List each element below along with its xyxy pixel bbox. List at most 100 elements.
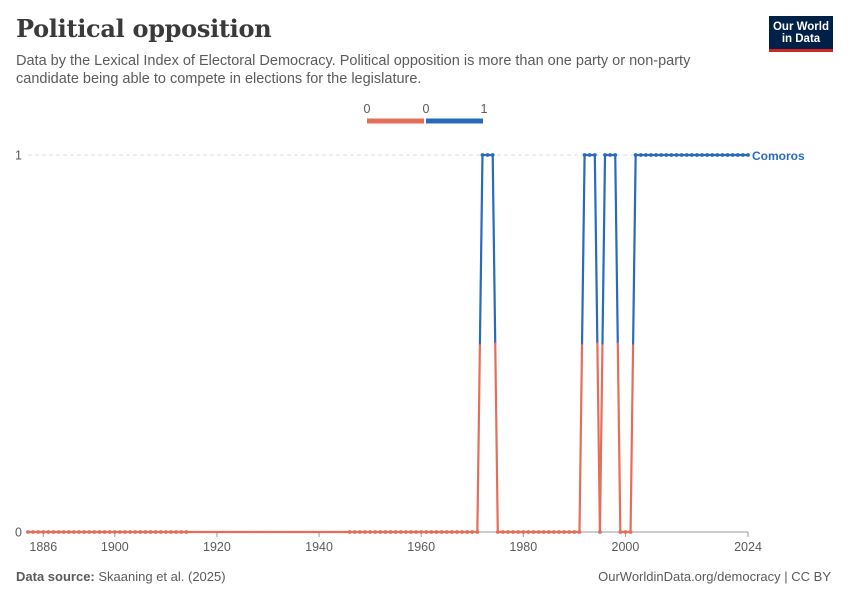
data-point[interactable]: [618, 530, 623, 534]
data-point[interactable]: [628, 530, 633, 534]
data-point[interactable]: [475, 530, 480, 534]
data-point[interactable]: [700, 153, 704, 157]
data-point[interactable]: [623, 530, 628, 534]
data-point[interactable]: [598, 530, 602, 534]
data-point[interactable]: [347, 530, 352, 534]
data-point[interactable]: [102, 530, 107, 534]
data-point[interactable]: [61, 530, 66, 534]
data-point[interactable]: [689, 153, 694, 157]
data-point[interactable]: [746, 153, 750, 157]
data-point[interactable]: [603, 153, 607, 157]
data-point[interactable]: [352, 530, 357, 534]
data-point[interactable]: [36, 530, 41, 534]
data-point[interactable]: [490, 153, 495, 157]
data-point[interactable]: [455, 530, 459, 534]
data-point[interactable]: [87, 530, 92, 534]
data-point[interactable]: [546, 530, 551, 534]
data-point[interactable]: [674, 153, 679, 157]
data-point[interactable]: [654, 153, 658, 157]
data-point[interactable]: [128, 530, 133, 534]
data-point[interactable]: [557, 530, 561, 534]
data-point[interactable]: [495, 530, 500, 534]
data-point[interactable]: [26, 530, 30, 534]
data-point[interactable]: [31, 530, 36, 534]
data-point[interactable]: [536, 530, 541, 534]
data-point[interactable]: [526, 530, 531, 534]
data-point[interactable]: [465, 530, 470, 534]
data-point[interactable]: [552, 530, 556, 534]
data-point[interactable]: [500, 530, 505, 534]
data-point[interactable]: [669, 153, 674, 157]
data-point[interactable]: [649, 153, 653, 157]
data-point[interactable]: [66, 530, 71, 534]
data-point[interactable]: [388, 530, 393, 534]
data-point[interactable]: [715, 153, 720, 157]
data-point[interactable]: [51, 530, 56, 534]
data-point[interactable]: [107, 530, 112, 534]
data-point[interactable]: [444, 530, 449, 534]
data-point[interactable]: [358, 530, 362, 534]
data-point[interactable]: [179, 530, 184, 534]
data-point[interactable]: [133, 530, 138, 534]
data-point[interactable]: [148, 530, 153, 534]
data-point[interactable]: [705, 153, 710, 157]
data-point[interactable]: [46, 530, 51, 534]
data-point[interactable]: [720, 153, 725, 157]
data-point[interactable]: [393, 530, 398, 534]
data-point[interactable]: [572, 530, 577, 534]
data-point[interactable]: [138, 530, 143, 534]
data-point[interactable]: [511, 530, 516, 534]
data-point[interactable]: [424, 530, 429, 534]
data-point[interactable]: [97, 530, 102, 534]
data-point[interactable]: [740, 153, 745, 157]
data-point[interactable]: [643, 153, 648, 157]
data-point[interactable]: [541, 530, 546, 534]
data-point[interactable]: [470, 530, 475, 534]
data-point[interactable]: [373, 530, 378, 534]
data-point[interactable]: [531, 530, 536, 534]
data-point[interactable]: [118, 530, 122, 534]
data-point[interactable]: [163, 530, 168, 534]
data-point[interactable]: [363, 530, 367, 534]
data-point[interactable]: [41, 530, 46, 534]
data-point[interactable]: [725, 153, 730, 157]
data-point[interactable]: [592, 153, 597, 157]
data-point[interactable]: [664, 153, 669, 157]
data-point[interactable]: [710, 153, 715, 157]
data-point[interactable]: [582, 153, 587, 157]
data-point[interactable]: [72, 530, 76, 534]
data-point[interactable]: [633, 153, 638, 157]
data-point[interactable]: [434, 530, 439, 534]
data-point[interactable]: [383, 530, 388, 534]
data-point[interactable]: [77, 530, 81, 534]
owid-logo[interactable]: Our World in Data: [769, 16, 833, 52]
data-point[interactable]: [449, 530, 454, 534]
data-point[interactable]: [613, 153, 618, 157]
series-label[interactable]: Comoros: [752, 149, 805, 163]
data-point[interactable]: [56, 530, 61, 534]
data-point[interactable]: [92, 530, 97, 534]
color-legend[interactable]: 0 0 1: [364, 102, 488, 124]
data-point[interactable]: [158, 530, 163, 534]
site-link[interactable]: OurWorldinData.org/democracy | CC BY: [598, 569, 831, 584]
data-point[interactable]: [169, 530, 173, 534]
data-point[interactable]: [112, 530, 117, 534]
data-point[interactable]: [608, 153, 613, 157]
data-point[interactable]: [735, 153, 740, 157]
data-point[interactable]: [562, 530, 567, 534]
data-point[interactable]: [429, 530, 434, 534]
data-point[interactable]: [123, 530, 127, 534]
data-point[interactable]: [695, 153, 699, 157]
data-point[interactable]: [567, 530, 572, 534]
data-point[interactable]: [480, 153, 485, 157]
data-point[interactable]: [516, 530, 521, 534]
data-point[interactable]: [82, 530, 87, 534]
data-point[interactable]: [414, 530, 418, 534]
data-point[interactable]: [460, 530, 464, 534]
data-point[interactable]: [403, 530, 408, 534]
data-point[interactable]: [398, 530, 403, 534]
data-point[interactable]: [684, 153, 689, 157]
data-point[interactable]: [174, 530, 178, 534]
data-point[interactable]: [521, 530, 526, 534]
data-point[interactable]: [143, 530, 148, 534]
